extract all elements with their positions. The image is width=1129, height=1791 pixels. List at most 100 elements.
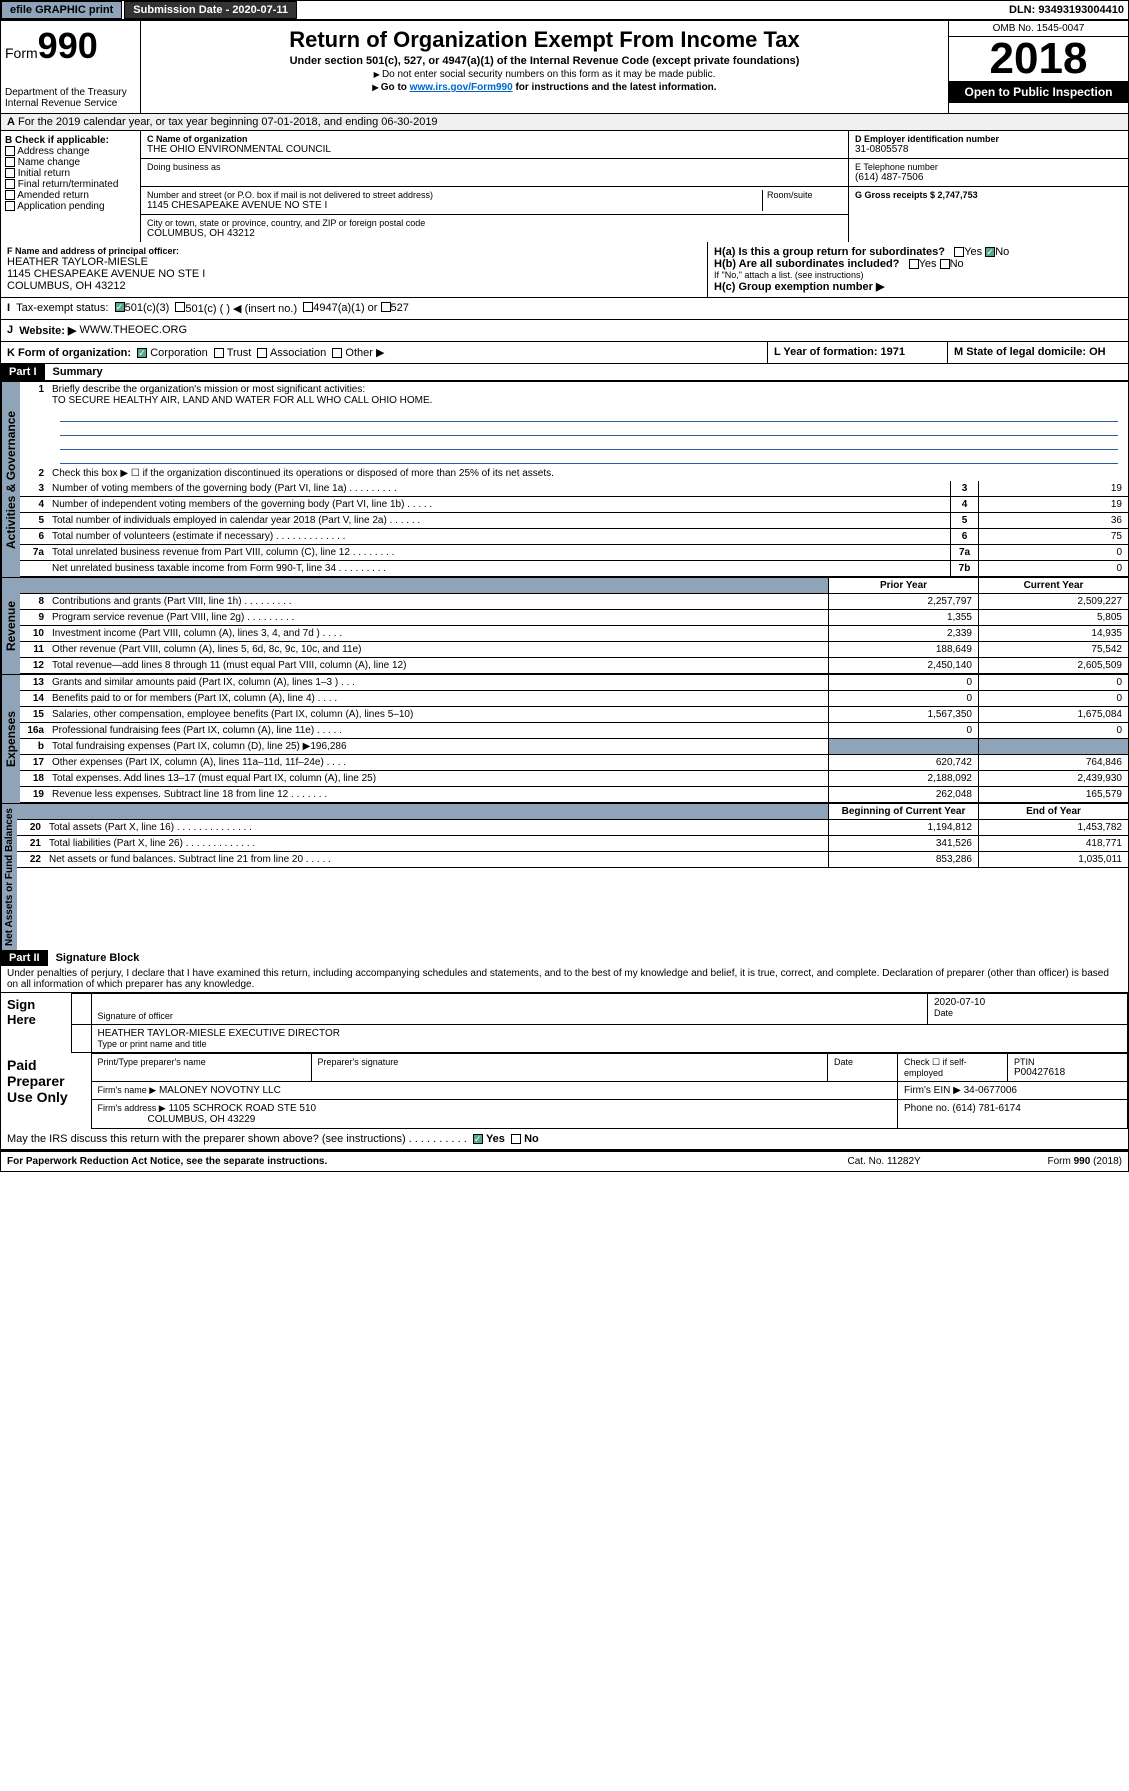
l20-label: Total assets (Part X, line 16) . . . . .… [45,820,828,835]
l7a-val: 0 [978,545,1128,560]
submission-date: Submission Date - 2020-07-11 [124,1,297,19]
l8-prior: 2,257,797 [828,594,978,609]
tax-year: 2018 [949,37,1128,81]
l17-label: Other expenses (Part IX, column (A), lin… [48,755,828,770]
ptin-value: P00427618 [1014,1067,1121,1078]
firm-addr-label: Firm's address ▶ [98,1103,166,1113]
firm-phone: Phone no. (614) 781-6174 [898,1100,1128,1129]
chk-ha-yes[interactable] [954,247,964,257]
chk-501c[interactable] [175,302,185,312]
org-name: THE OHIO ENVIRONMENTAL COUNCIL [147,144,842,155]
ssn-notice: Do not enter social security numbers on … [147,69,942,80]
chk-final[interactable] [5,179,15,189]
l7b-label: Net unrelated business taxable income fr… [48,561,950,576]
part2-header: Part II [1,950,48,966]
form-org-label: K Form of organization: [7,347,131,359]
chk-address-change[interactable] [5,146,15,156]
goto-pre: Go to [381,82,410,93]
irs-link[interactable]: www.irs.gov/Form990 [410,82,513,93]
begin-year-hdr: Beginning of Current Year [828,804,978,819]
tax-year-line: A For the 2019 calendar year, or tax yea… [1,114,1128,131]
form-header: Form990 Department of the Treasury Inter… [1,21,1128,114]
entity-info: B Check if applicable: Address change Na… [1,131,1128,242]
form-subtitle: Under section 501(c), 527, or 4947(a)(1)… [147,55,942,67]
part1-title: Summary [45,364,111,380]
firm-addr2: COLUMBUS, OH 43229 [148,1114,256,1125]
prep-sig-label: Preparer's signature [318,1057,822,1067]
preparer-table: Paid Preparer Use Only Print/Type prepar… [1,1053,1128,1129]
l7a-label: Total unrelated business revenue from Pa… [48,545,950,560]
perjury-declaration: Under penalties of perjury, I declare th… [1,966,1128,993]
l14-label: Benefits paid to or for members (Part IX… [48,691,828,706]
chk-corp[interactable] [137,348,147,358]
l8-label: Contributions and grants (Part VIII, lin… [48,594,828,609]
city-label: City or town, state or province, country… [147,218,842,228]
paid-preparer-label: Paid Preparer Use Only [1,1054,91,1129]
chk-ha-no[interactable] [985,247,995,257]
firm-ein: Firm's EIN ▶ 34-0677006 [898,1082,1128,1100]
form-footer: Form 990 (2018) [1048,1156,1122,1167]
l9-label: Program service revenue (Part VIII, line… [48,610,828,625]
l18-label: Total expenses. Add lines 13–17 (must eq… [48,771,828,786]
box-b-label: B Check if applicable: [5,135,136,146]
l6-val: 75 [978,529,1128,544]
paperwork-notice: For Paperwork Reduction Act Notice, see … [7,1156,848,1167]
sig-name-label: Type or print name and title [98,1039,1122,1049]
chk-pending[interactable] [5,201,15,211]
prep-name-label: Print/Type preparer's name [98,1057,305,1067]
prep-date-label: Date [834,1057,891,1067]
section-revenue: Revenue [1,578,20,674]
dept-label: Department of the Treasury [5,87,136,98]
org-city: COLUMBUS, OH 43212 [147,228,842,239]
chk-discuss-no[interactable] [511,1134,521,1144]
chk-initial[interactable] [5,168,15,178]
chk-amended[interactable] [5,190,15,200]
l6-label: Total number of volunteers (estimate if … [48,529,950,544]
part1-header: Part I [1,364,45,380]
chk-501c3[interactable] [115,302,125,312]
l16b-label: Total fundraising expenses (Part IX, col… [48,739,828,754]
firm-name-label: Firm's name ▶ [98,1085,157,1095]
chk-name-change[interactable] [5,157,15,167]
l12-label: Total revenue—add lines 8 through 11 (mu… [48,658,828,673]
current-year-hdr: Current Year [978,578,1128,593]
section-activities-governance: Activities & Governance [1,382,20,577]
dba-label: Doing business as [147,162,842,172]
chk-4947[interactable] [303,302,313,312]
chk-other[interactable] [332,348,342,358]
self-employed-label: Check ☐ if self-employed [904,1057,1001,1078]
chk-assoc[interactable] [257,348,267,358]
l11-label: Other revenue (Part VIII, column (A), li… [48,642,828,657]
chk-trust[interactable] [214,348,224,358]
prior-year-hdr: Prior Year [828,578,978,593]
officer-row: F Name and address of principal officer:… [1,242,1128,298]
sign-here-label: Sign Here [1,994,71,1053]
ha-label: H(a) Is this a group return for subordin… [714,246,945,258]
hb-label: H(b) Are all subordinates included? [714,258,899,270]
website-value: WWW.THEOEC.ORG [79,324,187,337]
ptin-label: PTIN [1014,1057,1121,1067]
l8-current: 2,509,227 [978,594,1128,609]
irs-label: Internal Revenue Service [5,98,136,109]
chk-discuss-yes[interactable] [473,1134,483,1144]
website-label: Website: ▶ [19,324,76,337]
end-year-hdr: End of Year [978,804,1128,819]
chk-hb-no[interactable] [940,259,950,269]
l5-label: Total number of individuals employed in … [48,513,950,528]
addr-label: Number and street (or P.O. box if mail i… [147,190,762,200]
chk-527[interactable] [381,302,391,312]
year-formation: L Year of formation: 1971 [768,342,948,363]
hb-note: If "No," attach a list. (see instruction… [714,270,1122,280]
efile-button[interactable]: efile GRAPHIC print [1,1,122,19]
l1-label: Briefly describe the organization's miss… [52,384,365,395]
l2-label: Check this box ▶ ☐ if the organization d… [48,466,1128,481]
l19-label: Revenue less expenses. Subtract line 18 … [48,787,828,802]
l3-label: Number of voting members of the governin… [48,481,950,496]
l13-label: Grants and similar amounts paid (Part IX… [48,675,828,690]
chk-hb-yes[interactable] [909,259,919,269]
section-expenses: Expenses [1,675,20,803]
hc-label: H(c) Group exemption number ▶ [714,280,1122,293]
ein-label: D Employer identification number [855,134,1122,144]
firm-name: MALONEY NOVOTNY LLC [159,1085,281,1096]
officer-addr1: 1145 CHESAPEAKE AVENUE NO STE I [7,268,701,280]
